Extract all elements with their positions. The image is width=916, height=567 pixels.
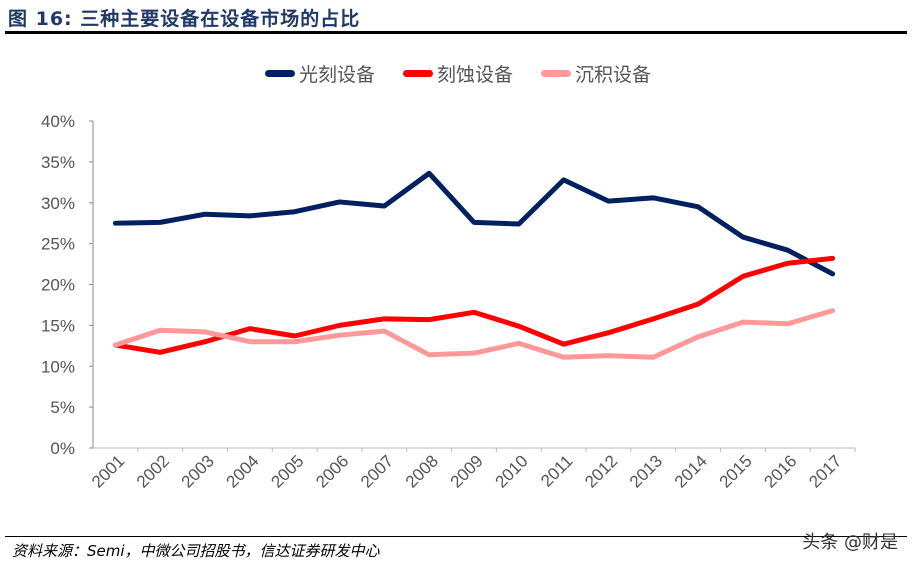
y-tick-label: 15% <box>41 316 75 335</box>
x-tick-label: 2006 <box>312 451 352 491</box>
chart-legend: 光刻设备 刻蚀设备 沉积设备 <box>0 60 916 87</box>
x-tick-label: 2008 <box>402 451 442 491</box>
y-tick-label: 35% <box>41 153 75 172</box>
x-tick-label: 2012 <box>581 451 621 491</box>
y-tick-label: 5% <box>50 398 75 417</box>
figure-title: 图 16: 三种主要设备在设备市场的占比 <box>8 8 361 30</box>
y-tick-label: 10% <box>41 357 75 376</box>
x-tick-label: 2009 <box>447 451 487 491</box>
series-line-3 <box>112 308 836 360</box>
legend-swatch <box>541 70 571 77</box>
x-tick-label: 2002 <box>133 451 173 491</box>
x-tick-label: 2015 <box>716 451 756 491</box>
series-line-2 <box>112 255 836 355</box>
legend-item: 沉积设备 <box>541 60 651 87</box>
legend-swatch <box>264 70 295 77</box>
source-divider <box>5 536 907 537</box>
y-tick-label: 20% <box>41 276 75 295</box>
x-tick-label: 2010 <box>491 451 531 491</box>
x-tick-label: 2004 <box>223 451 263 491</box>
y-tick-label: 40% <box>41 112 75 131</box>
y-tick-label: 25% <box>41 235 75 254</box>
x-tick-label: 2005 <box>267 451 307 491</box>
line-chart: 0%5%10%15%20%25%30%35%40%2001 2002 2003 200… <box>41 112 856 492</box>
y-tick-label: 30% <box>41 194 75 213</box>
x-tick-label: 2016 <box>760 451 800 491</box>
legend-label: 刻蚀设备 <box>436 64 513 86</box>
title-divider <box>5 31 907 34</box>
x-tick-label: 2007 <box>357 451 397 491</box>
x-tick-label: 2003 <box>178 451 218 491</box>
x-tick-label: 2017 <box>805 451 845 491</box>
x-tick-label: 2001 <box>88 451 128 491</box>
legend-item: 刻蚀设备 <box>402 60 513 87</box>
watermark: 头条 @财是 <box>802 532 898 553</box>
series-line-1 <box>112 170 836 277</box>
legend-label: 沉积设备 <box>575 64 652 86</box>
legend-label: 光刻设备 <box>298 64 375 86</box>
legend-swatch <box>402 70 433 77</box>
source-note: 资料来源：Semi，中微公司招股书，信达证券研发中心 <box>12 542 380 560</box>
legend-item: 光刻设备 <box>264 60 375 87</box>
x-tick-label: 2013 <box>626 451 666 491</box>
x-tick-label: 2014 <box>671 451 711 491</box>
x-tick-label: 2011 <box>537 451 576 490</box>
y-tick-label: 0% <box>50 439 75 458</box>
